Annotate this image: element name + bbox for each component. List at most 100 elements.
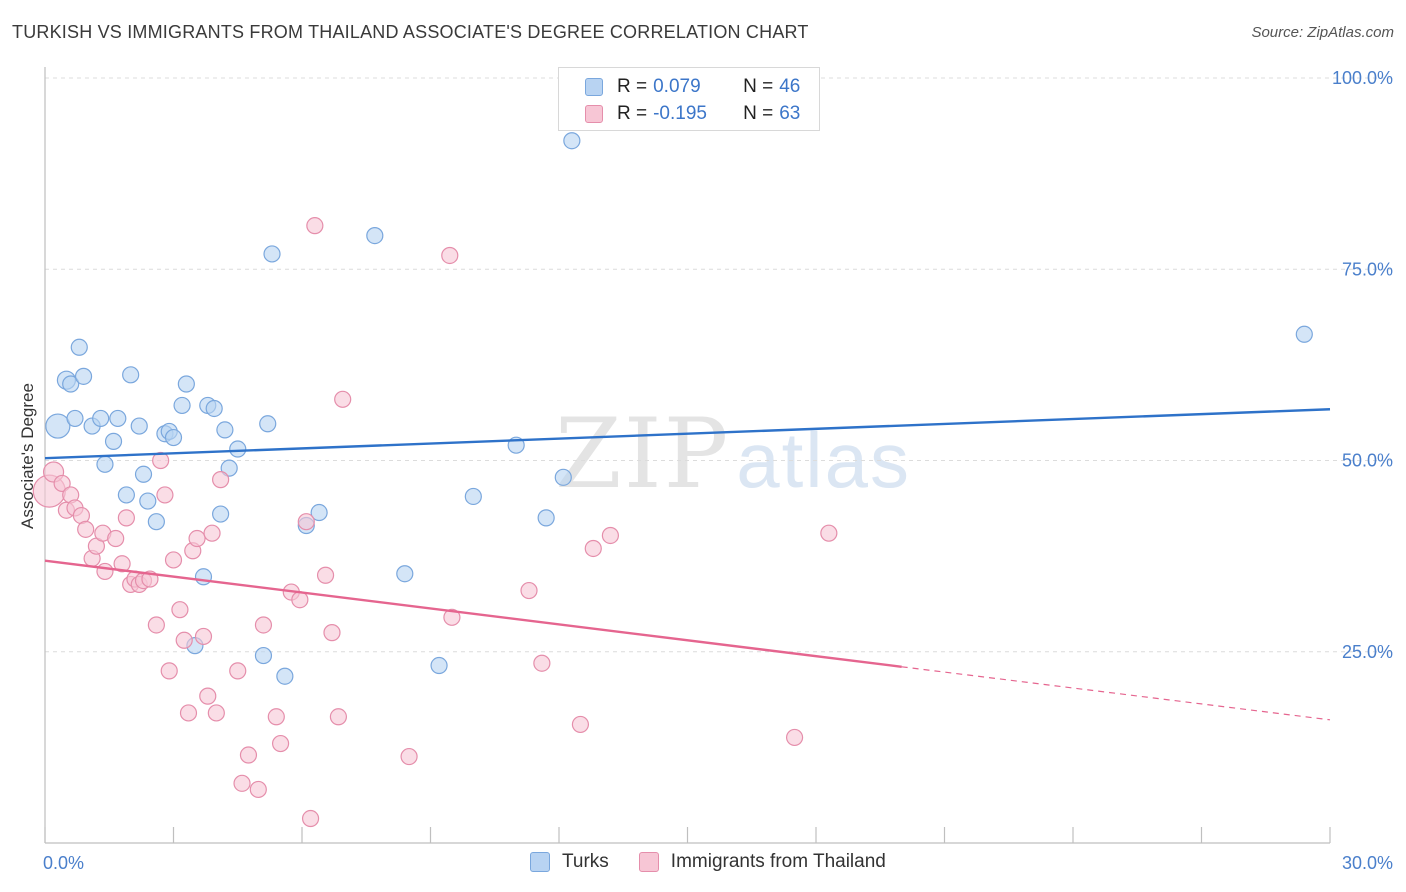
turks-point (430, 656, 448, 675)
thai-legend-icon (638, 852, 659, 872)
thai-point (334, 390, 352, 408)
turks-point (96, 455, 114, 473)
legend-stats: R = 0.079 N = 46 R = -0.195 N = 63 (558, 67, 820, 131)
thai-point (297, 513, 315, 531)
thai-point (601, 526, 620, 545)
thai-point (533, 654, 551, 672)
legend-row-turks: R = 0.079 N = 46 (585, 75, 800, 99)
turks-trend-line (44, 408, 1331, 460)
legend-series: Turks Immigrants from Thailand (530, 851, 916, 873)
x-tick-label: 0.0% (43, 853, 84, 873)
thai-point (203, 524, 221, 542)
r-value: -0.195 (653, 103, 707, 124)
thai-point (96, 562, 114, 581)
thai-point (207, 704, 225, 722)
thai-swatch-icon (585, 105, 603, 123)
thai-point (400, 747, 418, 766)
thai-point (820, 524, 838, 542)
turks-point (254, 646, 273, 665)
y-tick-label: 25.0% (1342, 642, 1393, 662)
y-axis-label: Associate's Degree (18, 383, 37, 529)
turks-point (70, 338, 88, 356)
thai-point (152, 451, 170, 470)
thai-point (175, 631, 193, 649)
turks-point (164, 428, 183, 447)
thai-point (113, 555, 131, 573)
thai-point (156, 486, 174, 504)
turks-point (62, 375, 80, 393)
thai-point (271, 734, 290, 753)
turks-point (122, 366, 140, 384)
thai-point (229, 662, 247, 680)
turks-point (310, 503, 328, 522)
turks-point (396, 565, 414, 583)
legend-item-thai[interactable]: Immigrants from Thailand (638, 851, 886, 873)
y-tick-label: 100.0% (1332, 68, 1393, 88)
n-value: 63 (779, 103, 801, 124)
turks-point (134, 465, 153, 483)
thai-point (147, 616, 165, 634)
turks-point (276, 667, 294, 685)
thai-point (53, 474, 71, 493)
turks-point (139, 492, 157, 510)
n-label: N = (743, 76, 774, 97)
turks-point (173, 396, 191, 415)
thai-point (117, 509, 135, 527)
thai-point (520, 581, 538, 600)
watermark-zip: ZIP (555, 398, 731, 510)
turks-point (130, 417, 148, 435)
turks-point (259, 415, 277, 433)
thai-point (171, 601, 189, 619)
thai-point (443, 608, 461, 626)
turks-point (117, 486, 135, 504)
thai-point (179, 704, 198, 722)
turks-point (109, 409, 127, 428)
legend-label: Turks (562, 851, 609, 872)
turks-point (537, 509, 555, 527)
legend-label: Immigrants from Thailand (670, 851, 886, 872)
thai-point (164, 551, 183, 569)
turks-point (212, 505, 230, 523)
turks-point (263, 245, 281, 263)
chart-title: TURKISH VS IMMIGRANTS FROM THAILAND ASSO… (12, 22, 809, 42)
turks-point (220, 459, 238, 477)
thai-point (584, 539, 602, 558)
turks-point (147, 513, 165, 531)
r-value: 0.079 (653, 76, 701, 97)
x-tick-label: 30.0% (1342, 853, 1393, 873)
thai-point (301, 809, 320, 828)
legend-item-turks[interactable]: Turks (530, 851, 609, 873)
y-tick-label: 50.0% (1342, 451, 1393, 471)
turks-point (216, 421, 234, 439)
thai-point (785, 728, 804, 747)
n-value: 46 (779, 76, 801, 97)
turks-point (92, 409, 110, 428)
n-label: N = (743, 103, 774, 124)
legend-row-thai: R = -0.195 N = 63 (585, 102, 800, 126)
source-label: Source: ZipAtlas.com (1251, 24, 1394, 41)
thai-point (77, 520, 95, 538)
thai-point (107, 529, 125, 548)
thai-point (306, 217, 324, 235)
turks-point (366, 226, 384, 245)
turks-point (205, 399, 223, 418)
turks-point (1295, 325, 1313, 343)
turks-point (229, 440, 247, 458)
turks-point (104, 432, 123, 450)
turks-swatch-icon (585, 78, 603, 96)
thai-trend-line (44, 559, 902, 668)
turks-point (45, 413, 71, 439)
thai-point (160, 662, 178, 680)
thai-trend-line-dashed (901, 666, 1331, 721)
thai-point (249, 780, 267, 799)
thai-point (212, 471, 230, 489)
r-label: R = (617, 103, 648, 124)
thai-point (254, 616, 273, 634)
thai-point (329, 708, 348, 726)
thai-point (233, 774, 251, 792)
y-tick-label: 75.0% (1342, 259, 1393, 279)
r-label: R = (617, 76, 648, 97)
turks-legend-icon (530, 852, 550, 872)
thai-point (323, 624, 341, 642)
